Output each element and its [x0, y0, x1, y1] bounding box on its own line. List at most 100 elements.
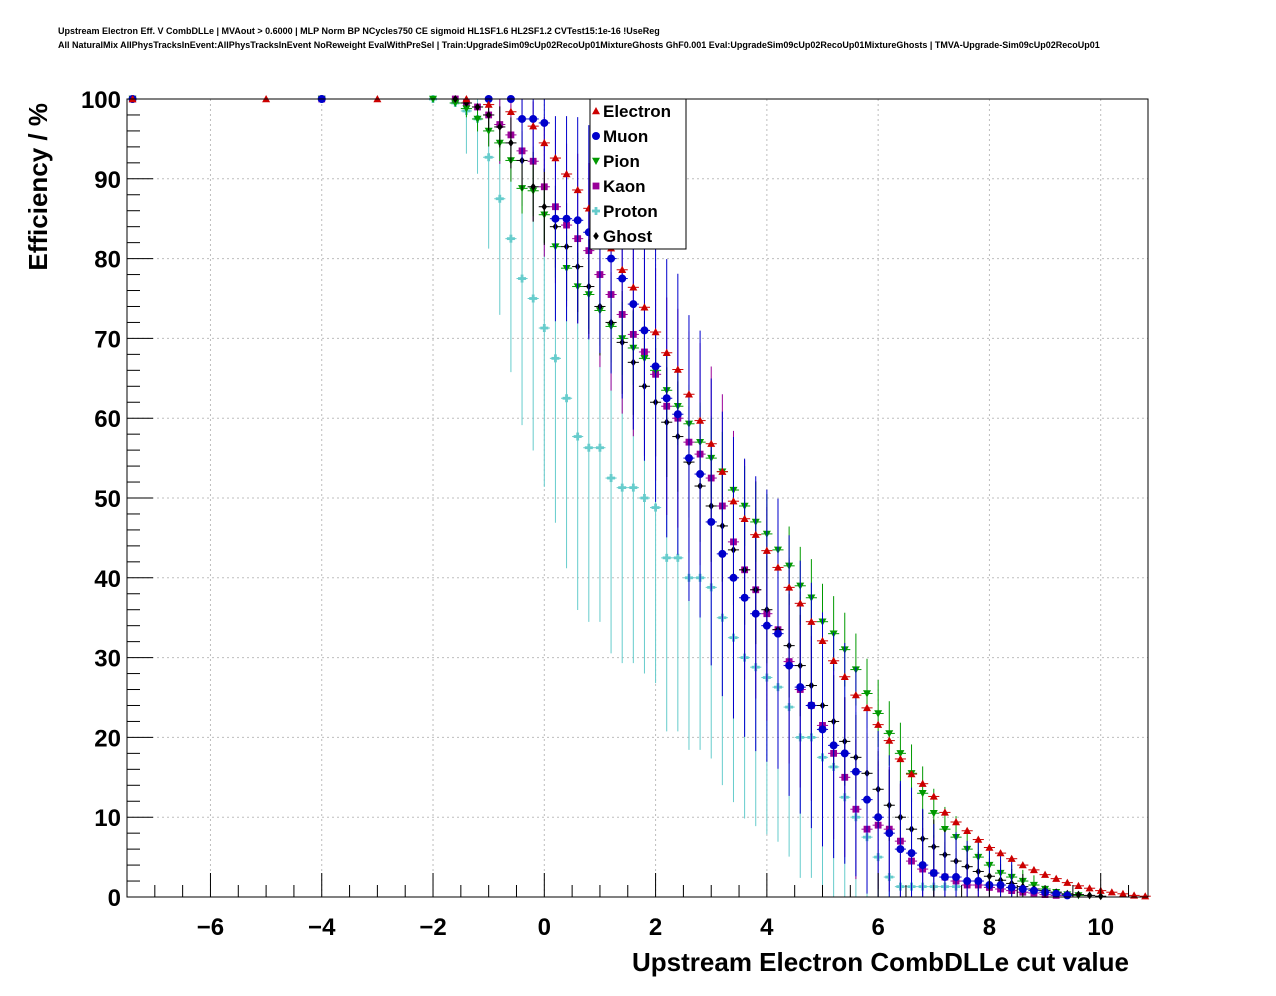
- y-tick-label: 50: [94, 486, 121, 513]
- data-point: [1086, 891, 1093, 900]
- data-point: [918, 861, 927, 870]
- data-point-bar: [643, 494, 646, 502]
- data-point: [785, 583, 794, 591]
- data-point: [818, 636, 827, 645]
- data-point: [829, 741, 838, 750]
- data-point: [595, 443, 604, 452]
- data-point: [707, 439, 716, 447]
- x-tick-label: 0: [538, 914, 551, 941]
- data-point: [485, 110, 492, 119]
- data-point: [840, 749, 849, 758]
- data-point: [684, 454, 693, 463]
- data-point: [696, 470, 705, 479]
- data-point: [740, 514, 749, 522]
- data-point-bar: [487, 153, 491, 162]
- data-point: [762, 546, 771, 554]
- data-point: [462, 105, 471, 113]
- data-point: [940, 808, 949, 816]
- data-point: [751, 609, 760, 618]
- data-point: [629, 483, 638, 492]
- data-point-bar: [620, 483, 624, 492]
- data-point: [1141, 892, 1150, 900]
- data-point: [484, 127, 493, 135]
- data-point: [495, 194, 504, 203]
- data-point: [673, 553, 682, 562]
- data-point: [929, 810, 938, 818]
- data-point: [662, 394, 671, 403]
- x-tick-label: −6: [197, 914, 224, 941]
- y-tick-label: 30: [94, 646, 121, 673]
- data-point: [929, 869, 938, 878]
- data-point: [1085, 884, 1094, 892]
- data-point: [885, 730, 894, 738]
- data-point: [696, 416, 705, 424]
- data-point-bar: [498, 194, 502, 203]
- data-point: [885, 736, 894, 744]
- data-point: [707, 517, 716, 526]
- data-point: [773, 629, 782, 638]
- data-point: [562, 214, 571, 223]
- data-point: [541, 202, 548, 211]
- data-point: [907, 849, 916, 858]
- data-point: [618, 483, 627, 492]
- data-point-bar: [587, 443, 591, 452]
- data-point: [785, 661, 794, 670]
- data-point: [474, 102, 481, 111]
- data-point: [518, 114, 527, 123]
- data-point-bar: [565, 394, 568, 403]
- data-point: [940, 873, 949, 882]
- legend-label-muon: Muon: [603, 127, 648, 146]
- x-tick-label: 6: [871, 914, 884, 941]
- data-point: [996, 881, 1005, 890]
- data-point: [851, 691, 860, 699]
- data-point: [874, 813, 883, 822]
- data-point: [506, 107, 515, 115]
- data-point-bar: [609, 474, 613, 483]
- x-tick-label: 8: [983, 914, 996, 941]
- axis-ticks: [126, 98, 1130, 898]
- data-point: [1029, 865, 1038, 874]
- legend-marker-pion: [592, 157, 600, 165]
- data-point: [673, 365, 682, 373]
- data-point-bar: [531, 294, 535, 303]
- data-point: [473, 115, 482, 123]
- data-point: [996, 849, 1005, 857]
- data-point: [484, 100, 493, 108]
- data-point: [974, 835, 983, 843]
- y-tick-label: 90: [94, 167, 121, 194]
- data-point: [952, 817, 961, 826]
- data-point-bar: [676, 553, 680, 562]
- data-point: [640, 494, 649, 502]
- data-point: [562, 170, 571, 178]
- data-point: [540, 324, 549, 333]
- x-tick-label: 2: [649, 914, 662, 941]
- x-axis-title: Upstream Electron CombDLLe cut value: [632, 947, 1129, 977]
- data-point: [751, 530, 760, 538]
- x-tick-label: −2: [419, 914, 446, 941]
- data-point: [796, 683, 805, 692]
- data-point: [640, 326, 649, 335]
- data-point: [1107, 888, 1116, 896]
- data-point: [618, 265, 627, 273]
- data-point: [551, 154, 560, 162]
- x-tick-label: −4: [308, 914, 336, 941]
- data-point: [940, 825, 949, 834]
- legend-marker-proton: [592, 207, 600, 215]
- data-point: [896, 845, 905, 854]
- legend-marker-ghost: [593, 232, 599, 240]
- data-point: [573, 185, 582, 194]
- data-point: [1007, 883, 1016, 892]
- data-point: [1052, 874, 1061, 882]
- legend-label-pion: Pion: [603, 152, 640, 171]
- data-point: [684, 390, 693, 398]
- data-point: [496, 122, 503, 131]
- y-tick-label: 70: [94, 326, 121, 353]
- data-point: [740, 593, 749, 602]
- data-point: [651, 362, 660, 371]
- data-point: [896, 750, 905, 758]
- data-point: [551, 354, 560, 363]
- data-point: [562, 394, 571, 403]
- y-tick-label: 10: [94, 805, 121, 832]
- data-point-bar: [598, 443, 602, 452]
- legend-marker-kaon: [592, 182, 600, 190]
